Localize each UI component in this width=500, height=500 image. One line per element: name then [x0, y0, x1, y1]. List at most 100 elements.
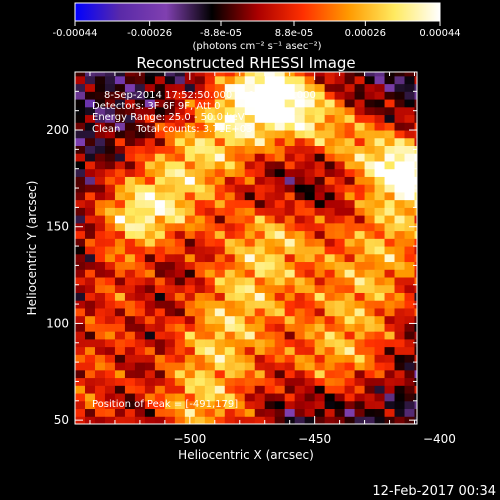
heatmap-cell: [94, 393, 106, 402]
heatmap-cell: [204, 91, 216, 100]
heatmap-cell: [164, 346, 176, 355]
heatmap-cell: [124, 184, 136, 193]
heatmap-cell: [334, 385, 346, 394]
colorbar-tick-label: -8.8e-05: [200, 28, 242, 39]
heatmap-cell: [314, 199, 326, 208]
heatmap-cell: [84, 222, 96, 232]
heatmap-cell: [224, 114, 236, 123]
heatmap-cell: [75, 292, 86, 301]
heatmap-cell: [174, 346, 186, 355]
heatmap-cell: [84, 323, 96, 332]
heatmap-cell: [224, 393, 236, 402]
heatmap-cell: [174, 160, 186, 170]
heatmap-cell: [354, 246, 366, 255]
heatmap-cell: [374, 377, 386, 386]
heatmap-cell: [314, 176, 326, 185]
heatmap-cell: [104, 377, 116, 386]
heatmap-cell: [254, 300, 266, 309]
heatmap-cell: [214, 176, 226, 185]
heatmap-cell: [414, 99, 417, 108]
heatmap-cell: [234, 114, 246, 123]
heatmap-cell: [254, 416, 266, 424]
heatmap-cell: [194, 307, 206, 317]
heatmap-cell: [324, 346, 336, 355]
heatmap-cell: [344, 362, 356, 371]
chart-title: Reconstructed RHESSI Image: [136, 54, 355, 72]
heatmap-cell: [414, 246, 417, 255]
heatmap-cell: [144, 269, 156, 278]
heatmap-cell: [274, 176, 286, 185]
heatmap-cell: [104, 284, 116, 293]
heatmap-cell: [114, 137, 126, 146]
heatmap-cell: [174, 369, 186, 379]
heatmap-cell: [354, 416, 366, 424]
heatmap-cell: [384, 292, 396, 301]
heatmap-cell: [284, 385, 296, 394]
heatmap-cell: [204, 191, 216, 201]
heatmap-cell: [274, 253, 286, 263]
heatmap-cell: [394, 300, 406, 309]
heatmap-cell: [344, 377, 356, 386]
heatmap-cell: [214, 122, 226, 131]
heatmap-cell: [134, 83, 146, 92]
heatmap-cell: [254, 75, 266, 85]
heatmap-cell: [324, 207, 336, 216]
heatmap-cell: [234, 292, 246, 301]
heatmap-cell: [84, 246, 96, 255]
heatmap-cell: [84, 393, 96, 402]
heatmap-cell: [224, 215, 236, 224]
heatmap-cell: [194, 246, 206, 255]
heatmap-cell: [244, 91, 256, 100]
heatmap-cell: [214, 346, 226, 355]
heatmap-cell: [314, 191, 326, 201]
heatmap-cell: [324, 130, 336, 139]
heatmap-cell: [314, 408, 326, 417]
heatmap-cell: [354, 385, 366, 394]
heatmap-cell: [334, 300, 346, 309]
heatmap-cell: [184, 153, 196, 162]
heatmap-cell: [114, 145, 126, 154]
heatmap-cell: [234, 362, 246, 371]
heatmap-cell: [324, 184, 336, 193]
heatmap-cell: [124, 137, 136, 146]
heatmap-cell: [194, 160, 206, 170]
heatmap-cell: [334, 377, 346, 386]
heatmap-cell: [304, 377, 316, 386]
heatmap-cell: [214, 300, 226, 309]
heatmap-cell: [384, 307, 396, 317]
heatmap-cell: [354, 72, 366, 77]
heatmap-cell: [384, 385, 396, 394]
heatmap-cell: [144, 207, 156, 216]
heatmap-cell: [94, 145, 106, 154]
heatmap-cell: [144, 277, 156, 286]
heatmap-cell: [214, 191, 226, 201]
heatmap-cell: [124, 238, 136, 247]
heatmap-cell: [134, 369, 146, 379]
heatmap-cell: [274, 99, 286, 108]
heatmap-cell: [374, 246, 386, 255]
heatmap-cell: [314, 261, 326, 270]
heatmap-cell: [294, 292, 306, 301]
heatmap-cell: [294, 331, 306, 340]
heatmap-cell: [254, 331, 266, 340]
heatmap-cell: [304, 83, 316, 92]
heatmap-cell: [374, 160, 386, 170]
heatmap-cell: [84, 238, 96, 247]
heatmap-cell: [284, 346, 296, 355]
heatmap-cell: [414, 269, 417, 278]
heatmap-cell: [194, 416, 206, 424]
heatmap-cell: [384, 277, 396, 286]
heatmap-cell: [334, 137, 346, 146]
heatmap-cell: [75, 168, 86, 177]
heatmap-cell: [294, 184, 306, 193]
heatmap-cell: [314, 323, 326, 332]
heatmap-cell: [404, 369, 416, 379]
heatmap-cell: [84, 122, 96, 131]
heatmap-cell: [264, 408, 276, 417]
heatmap-cell: [184, 253, 196, 263]
heatmap-cell: [274, 238, 286, 247]
heatmap-cell: [214, 307, 226, 317]
heatmap-cell: [244, 83, 256, 92]
heatmap-cell: [114, 176, 126, 185]
heatmap-cell: [344, 215, 356, 224]
